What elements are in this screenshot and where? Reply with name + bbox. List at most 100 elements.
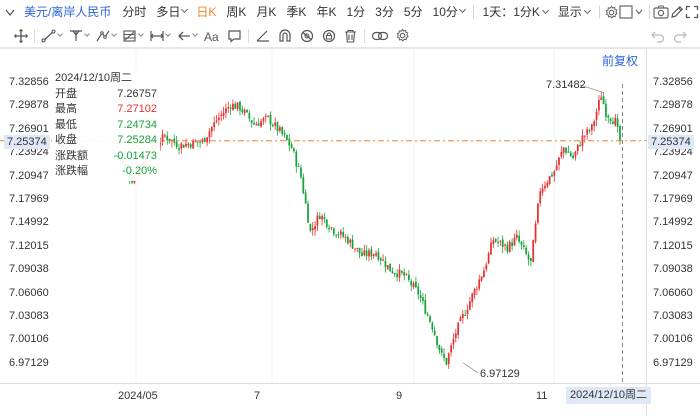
period-tab[interactable]: 季K [286, 5, 307, 19]
toolbar-divider [248, 28, 249, 43]
x-tick: 9 [396, 390, 403, 402]
magnet-icon[interactable] [274, 24, 296, 48]
crosshair-icon[interactable] [0, 24, 31, 48]
period-tab[interactable]: 年K [316, 5, 337, 19]
info-row: 开盘 7.26757 [55, 87, 157, 103]
candle-body [513, 237, 516, 246]
square-icon[interactable] [619, 0, 645, 24]
candle-body [567, 151, 570, 153]
current-price-tag-right: 7.25374 [648, 135, 694, 149]
candle-body [372, 254, 375, 256]
measure-icon[interactable] [146, 24, 173, 48]
candle-body [572, 155, 574, 159]
trend-line-icon[interactable] [38, 24, 65, 48]
period-tab[interactable]: 5分 [403, 5, 423, 19]
fibonacci-icon[interactable] [92, 24, 119, 48]
display-select[interactable]: 显示 [553, 0, 595, 24]
candle-body [609, 118, 612, 122]
expand-icon[interactable] [685, 0, 700, 24]
angle-icon[interactable] [252, 24, 274, 48]
y-tick-left: 7.26901 [9, 122, 49, 135]
candle-body [555, 165, 558, 170]
candle-body [232, 103, 234, 110]
note-icon[interactable] [224, 24, 245, 48]
candle-body [302, 177, 305, 193]
period-tab[interactable]: 周K [226, 5, 247, 19]
info-date: 2024/12/10周二 [55, 72, 133, 84]
candle-body [461, 313, 464, 319]
settings-icon[interactable] [392, 24, 413, 48]
pattern-icon[interactable] [119, 24, 146, 48]
max-pointer [579, 84, 605, 94]
candle-body [168, 138, 171, 142]
info-row: 涨跌幅 -0.20% [55, 164, 157, 180]
candle-body [325, 219, 328, 227]
period-tab[interactable]: 多日 [156, 5, 181, 19]
link-icon[interactable] [368, 24, 392, 48]
redo-icon[interactable] [669, 24, 700, 48]
candle-body [370, 249, 373, 257]
y-tick-right: 7.26901 [653, 122, 693, 135]
candle-body [164, 135, 166, 137]
period-tab[interactable]: 1分 [346, 5, 366, 19]
candle-body [203, 138, 206, 142]
candle-body [321, 215, 323, 220]
toolbar-divider [598, 5, 600, 19]
cursor-date-tag: 2024/12/10周二 [566, 387, 652, 404]
candle-body [192, 140, 194, 149]
candle-body [473, 288, 476, 296]
candle-body [368, 250, 370, 257]
text-icon[interactable]: Aa [200, 24, 224, 48]
candle-body [384, 261, 387, 268]
candle-body [255, 124, 258, 126]
range-select[interactable]: 1天：1分K [478, 0, 553, 24]
candle-body [264, 115, 267, 117]
undo-icon[interactable] [647, 24, 669, 48]
candle-body [417, 286, 420, 295]
candle-body [485, 264, 488, 270]
candle-body [175, 141, 178, 148]
svg-text:Aa: Aa [204, 30, 219, 43]
arrow-icon[interactable] [173, 24, 200, 48]
period-tab[interactable]: 月K [256, 5, 277, 19]
info-label: 开盘 [55, 87, 77, 100]
period-tab[interactable]: 10分 [432, 5, 458, 19]
collapse-icon[interactable] [4, 6, 16, 18]
candle-body [501, 239, 504, 247]
candle-body [565, 147, 567, 153]
candle-body [494, 239, 497, 242]
candle-body [185, 143, 187, 147]
info-value: -0.20% [122, 165, 157, 177]
toolbar-divider [34, 28, 35, 43]
candle-body [236, 102, 239, 109]
period-tab[interactable]: 分时 [122, 5, 147, 19]
camera-icon[interactable] [653, 0, 670, 24]
candle-body [532, 240, 535, 263]
candle-body [269, 115, 272, 125]
candle-body [217, 117, 220, 120]
toolbar-divider [364, 28, 365, 43]
candle-body [548, 176, 551, 184]
parallel-channel-icon[interactable] [65, 24, 92, 48]
pencil-icon[interactable] [669, 0, 684, 24]
candle-body [173, 138, 176, 143]
y-tick-right: 7.09038 [653, 263, 693, 276]
period-tab[interactable]: 日K [196, 5, 217, 19]
candle-body [314, 226, 316, 230]
restore-adjust-link[interactable]: 前复权 [601, 54, 638, 68]
period-tab[interactable]: 3分 [375, 5, 394, 19]
y-tick-left: 6.97129 [9, 356, 49, 369]
settings-icon[interactable] [604, 0, 619, 24]
lock-icon[interactable] [318, 24, 340, 48]
candle-body [415, 281, 417, 288]
candle-body [529, 258, 532, 262]
hide-icon[interactable] [296, 24, 318, 48]
candle-body [595, 111, 598, 121]
candle-body [426, 314, 429, 316]
candle-body [506, 245, 509, 252]
candle-body [518, 235, 521, 242]
symbol-title[interactable]: 美元/离岸人民币 [24, 5, 112, 19]
min-price-label: 6.97129 [480, 368, 520, 380]
delete-icon[interactable] [340, 24, 361, 48]
